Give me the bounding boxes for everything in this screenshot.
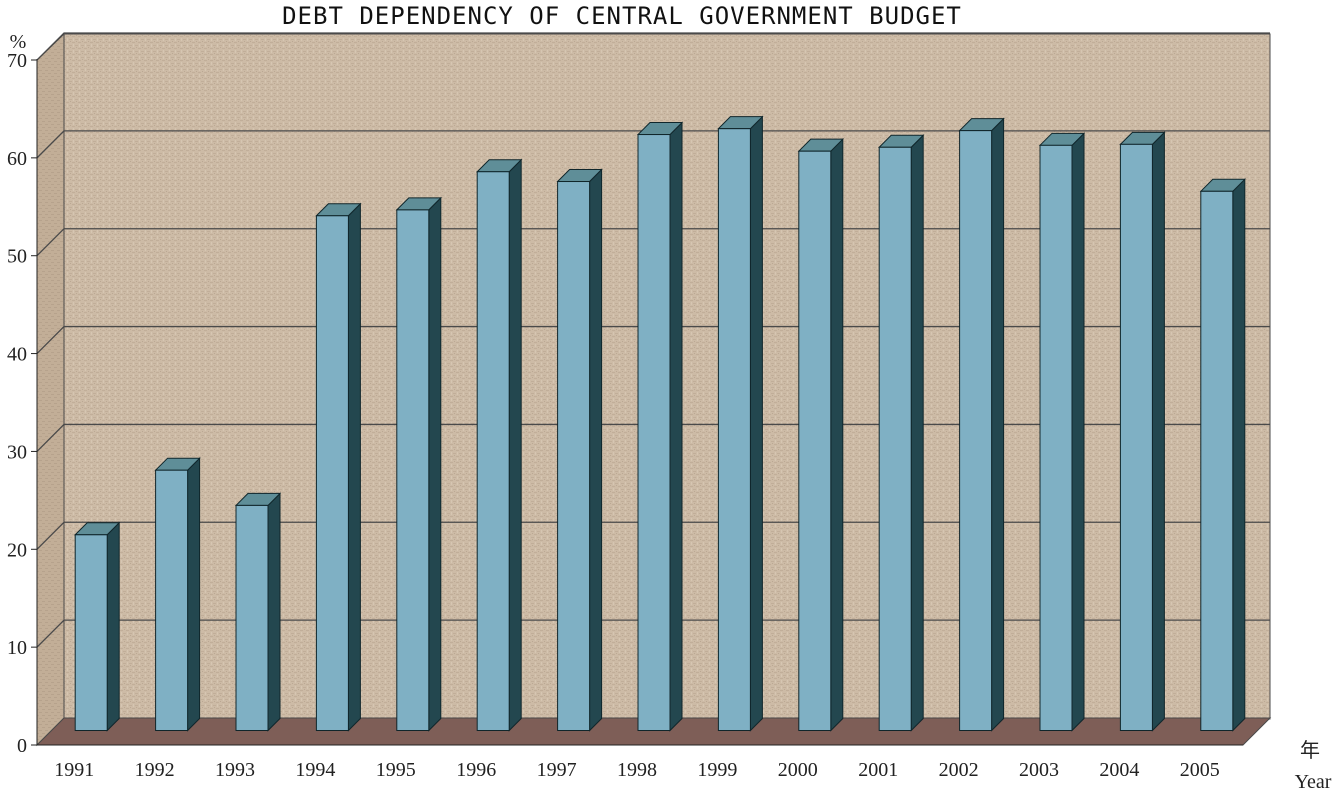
bar-front: [235, 504, 269, 731]
bar-side: [749, 115, 763, 732]
grid-line: [36, 228, 1270, 257]
bar-1996: [475, 158, 523, 732]
grid-line: [36, 325, 1270, 355]
y-tick-label: 50: [7, 246, 27, 268]
bar-front: [959, 130, 993, 731]
grid-line: [36, 521, 1270, 550]
bar-2003: [1038, 132, 1086, 732]
bar-side: [589, 168, 603, 732]
bar-front: [1039, 144, 1073, 732]
x-tick-label: 2000: [778, 759, 818, 781]
bar-side: [991, 117, 1005, 732]
bar-side: [106, 521, 120, 732]
y-tick-label: 60: [7, 148, 27, 170]
bar-front: [717, 128, 751, 731]
bar-1993: [234, 492, 282, 732]
x-tick-label: 2001: [858, 759, 898, 781]
bar-1992: [154, 456, 201, 732]
x-axis-ticks: 1991 1992 1993 1994 1995 1996 1997 1998 1999 2000…: [54, 759, 1220, 781]
bar-front: [315, 215, 349, 731]
bar-1991: [73, 521, 121, 732]
bar-front: [798, 150, 832, 731]
y-axis-unit: %: [10, 31, 27, 53]
x-axis-label: Year: [1295, 771, 1332, 793]
grid-line: [36, 423, 1270, 452]
bar-2002: [958, 117, 1005, 732]
grid-line: [36, 32, 1270, 61]
bar-1999: [717, 115, 764, 732]
bars: [73, 115, 1247, 732]
y-axis-ticks: 0 10 20 30 40 50 60 70: [7, 50, 1243, 757]
y-tick-label: 70: [7, 50, 27, 72]
bar-1994: [315, 202, 362, 732]
y-tick-label: 0: [17, 735, 27, 757]
bar-side: [1151, 131, 1165, 732]
bar-1995: [395, 196, 443, 732]
bar-2001: [877, 134, 925, 732]
bar-2005: [1199, 178, 1247, 732]
x-tick-label: 1992: [135, 759, 175, 781]
grid-line: [36, 130, 1270, 159]
bar-side: [830, 137, 844, 732]
bar-side: [508, 158, 522, 732]
x-tick-label: 1994: [295, 759, 335, 781]
bar-2004: [1119, 131, 1166, 732]
x-tick-label: 1995: [376, 759, 416, 781]
bar-side: [910, 134, 924, 732]
bar-front: [1119, 143, 1153, 732]
bar-front: [396, 209, 430, 731]
x-tick-label: 1997: [537, 759, 577, 781]
y-tick-label: 10: [7, 637, 27, 659]
bar-front: [557, 181, 591, 731]
x-tick-label: 2003: [1019, 759, 1059, 781]
x-tick-label: 2005: [1180, 759, 1220, 781]
bar-side: [187, 456, 201, 732]
side-wall: [36, 32, 65, 747]
x-axis-label-cn: 年: [1300, 739, 1320, 762]
x-tick-label: 1993: [215, 759, 255, 781]
y-tick-label: 20: [7, 539, 27, 561]
bar-front: [1200, 190, 1234, 732]
chart-title: DEBT DEPENDENCY OF CENTRAL GOVERNMENT BU…: [282, 2, 962, 30]
bar-side: [1232, 178, 1246, 732]
x-tick-label: 2002: [939, 759, 979, 781]
bar-1997: [556, 168, 603, 732]
x-tick-label: 2004: [1099, 759, 1139, 781]
bar-side: [669, 121, 683, 732]
bar-side: [1071, 132, 1085, 732]
x-tick-label: 1996: [456, 759, 496, 781]
bar-front: [637, 134, 671, 732]
x-tick-label: 1998: [617, 759, 657, 781]
bar-front: [74, 534, 108, 731]
bar-1998: [636, 121, 684, 732]
bar-side: [347, 202, 361, 732]
bar-front: [476, 171, 510, 731]
bar-side: [267, 492, 281, 732]
bar-front: [878, 146, 912, 731]
x-tick-label: 1999: [697, 759, 737, 781]
x-tick-label: 1991: [54, 759, 94, 781]
grid-line: [36, 619, 1270, 648]
y-tick-label: 30: [7, 441, 27, 463]
bar-front: [155, 469, 189, 731]
bar-side: [428, 196, 442, 732]
grid-lines: [36, 32, 1270, 648]
bar-2000: [797, 137, 845, 732]
y-tick-label: 40: [7, 344, 27, 366]
